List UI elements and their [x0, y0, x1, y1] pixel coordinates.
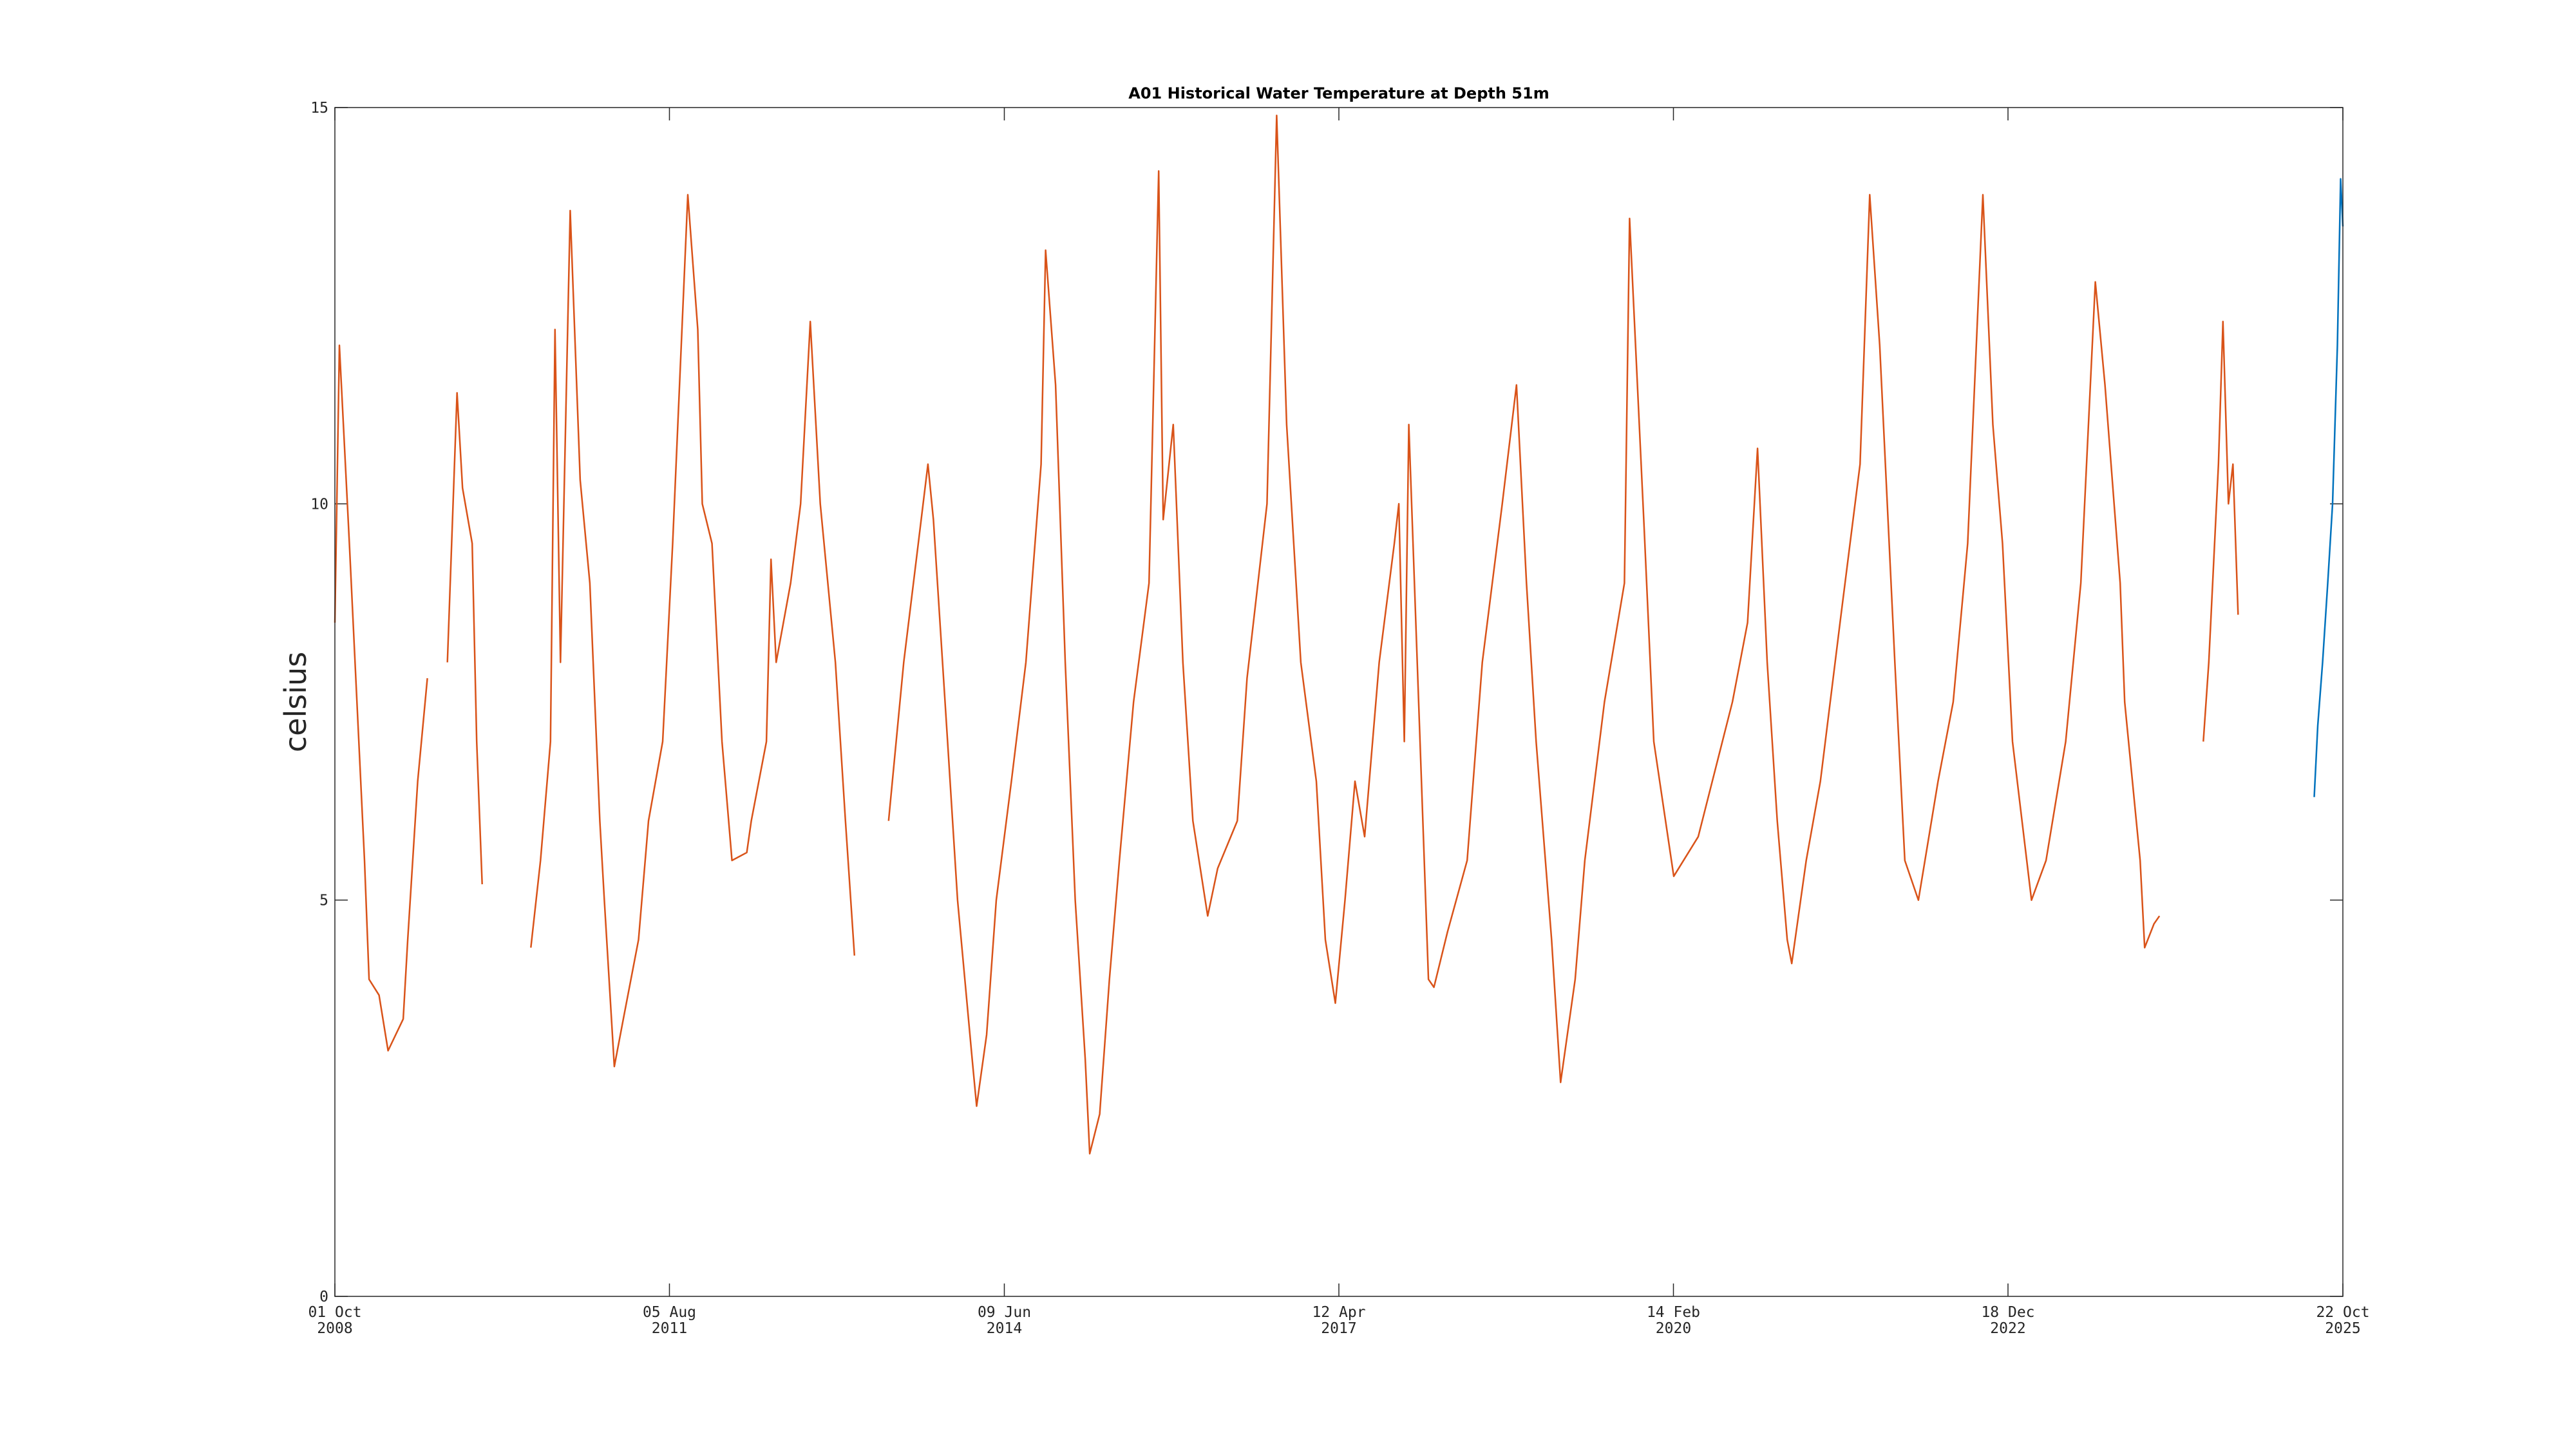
x-tick-label: 18 Dec [1981, 1304, 2034, 1321]
y-tick-label: 0 [319, 1289, 328, 1305]
x-tick-label: 2022 [1990, 1320, 2025, 1337]
y-axis-label: celsius [278, 652, 313, 752]
x-tick-label: 22 Oct [2316, 1304, 2369, 1321]
x-tick-label: 14 Feb [1647, 1304, 1700, 1321]
x-tick-label: 2025 [2325, 1320, 2360, 1337]
x-tick-label: 2008 [317, 1320, 352, 1337]
line-series [334, 115, 2239, 1155]
axes-box [334, 107, 2344, 1297]
x-tick-label: 01 Oct [308, 1304, 361, 1321]
x-tick-label: 2017 [1321, 1320, 1356, 1337]
x-tick-label: 09 Jun [978, 1304, 1031, 1321]
x-tick-label: 05 Aug [643, 1304, 696, 1321]
y-tick-label: 10 [310, 496, 328, 513]
line-series [2313, 178, 2344, 797]
chart-title: A01 Historical Water Temperature at Dept… [1128, 84, 1549, 102]
x-tick-label: 2014 [987, 1320, 1022, 1337]
x-tick-label: 2011 [652, 1320, 687, 1337]
x-tick-label: 2020 [1656, 1320, 1691, 1337]
y-tick-label: 5 [319, 893, 328, 909]
x-tick-label: 12 Apr [1312, 1304, 1365, 1321]
y-tick-label: 15 [310, 100, 328, 117]
